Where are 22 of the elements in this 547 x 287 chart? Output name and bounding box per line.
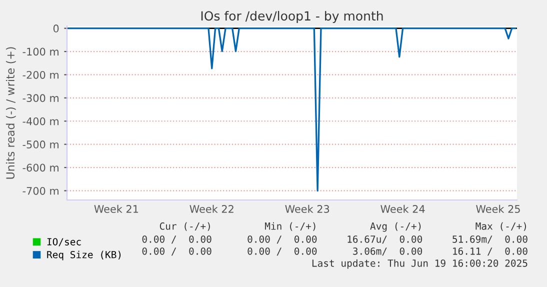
y-tick-label: 0 (53, 24, 59, 32)
x-tick-label: Week 21 (94, 204, 138, 213)
x-tick-label: Week 24 (380, 204, 425, 213)
y-tick-label: -500 m (22, 140, 58, 148)
text: Last update: Thu Jun 19 16:00:20 2025 (312, 259, 528, 269)
x-tick-label: Week 22 (190, 204, 234, 213)
text: 0.00 / 0.00 0.00 / 0.00 3.06m/ 0.00 16.11 / 0.00 (142, 247, 528, 256)
y-tick-label: -600 m (22, 164, 58, 172)
y-tick-label: -300 m (22, 94, 58, 102)
x-tick-label: Week 23 (285, 204, 330, 213)
text: 0.00 / 0.00 0.00 / 0.00 16.67u/ 0.00 51.69m/ 0.00 (142, 235, 528, 244)
text: Cur (-/+) Min (-/+) Avg (-/+) Max (-/+) (160, 222, 526, 232)
x-tick-label: Week 25 (476, 204, 520, 213)
y-tick-label: -400 m (22, 117, 58, 126)
legend-label: IO/sec (47, 238, 81, 246)
y-axis-title: Units read (-) / write (+) (6, 47, 16, 179)
y-tick-label: -100 m (22, 48, 58, 56)
y-tick-label: -700 m (22, 186, 58, 195)
legend-label: Req Size (KB) (47, 250, 121, 260)
y-tick-label: -200 m (22, 70, 58, 79)
chart-title: IOs for /dev/loop1 - by month (201, 10, 383, 24)
line-series (68, 27, 516, 192)
